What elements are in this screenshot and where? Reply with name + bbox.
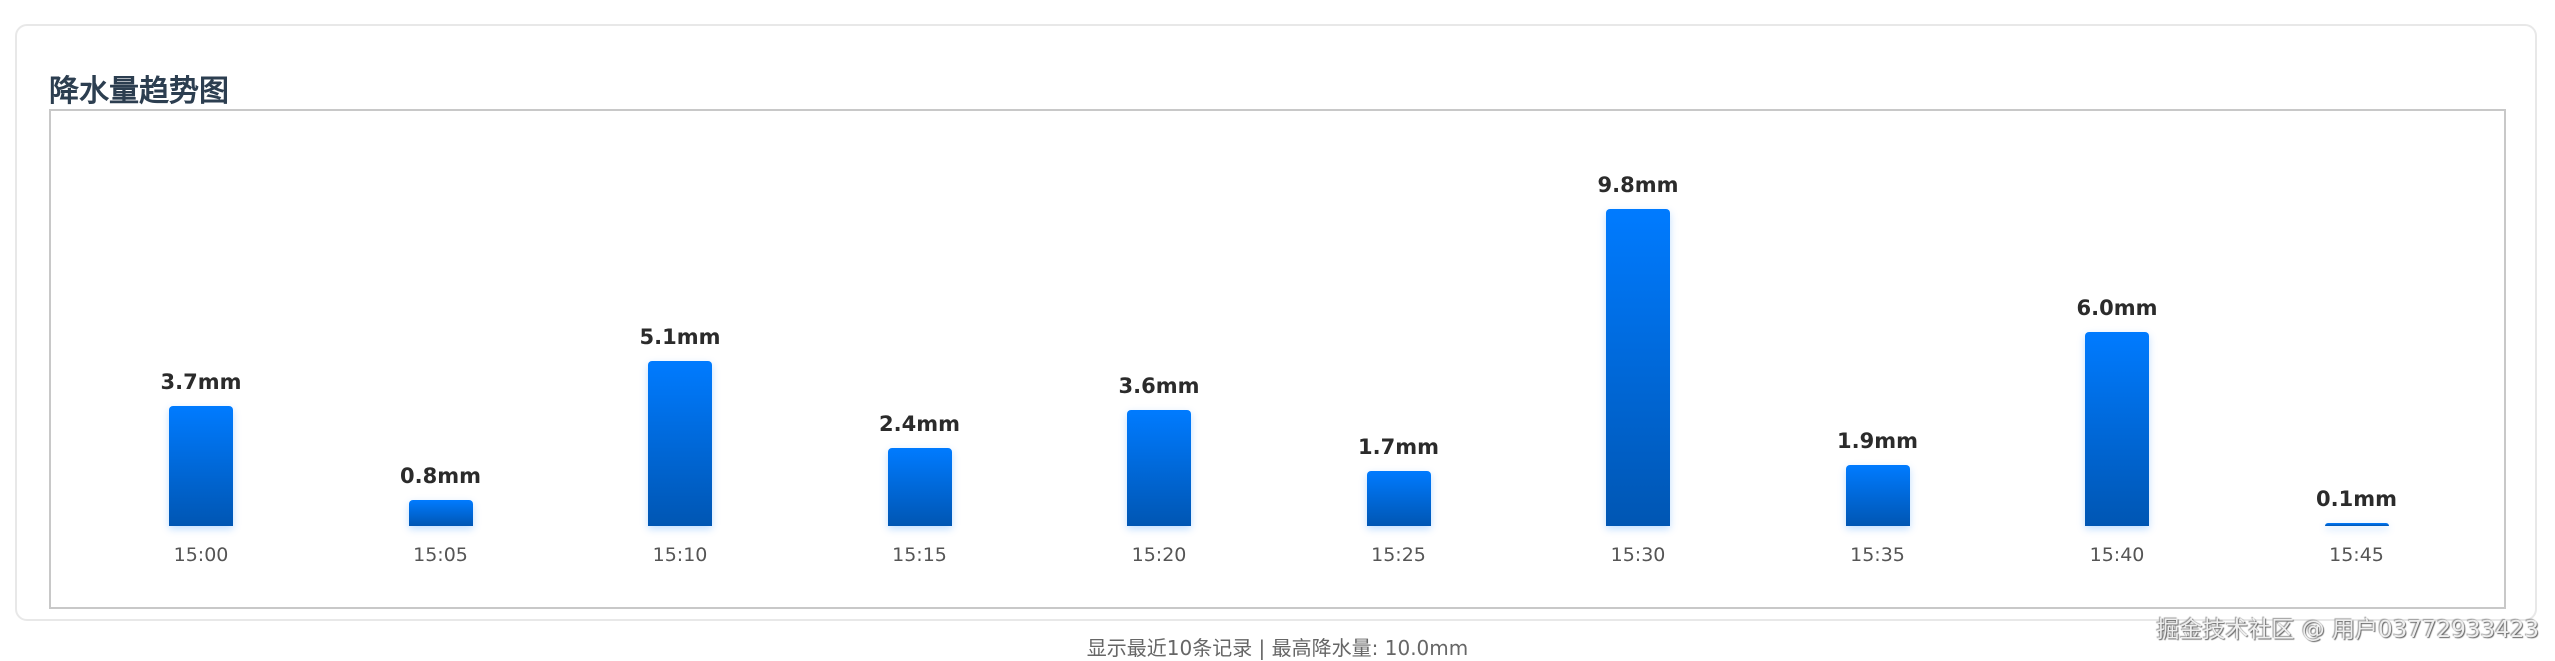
watermark: 掘金技术社区 @ 用户03772933423 (2156, 617, 2539, 643)
bar-value-label: 0.8mm (400, 464, 481, 489)
bar (408, 500, 473, 526)
bar-value-label: 2.4mm (879, 412, 960, 437)
bar (2085, 332, 2149, 526)
bar-value-label: 3.6mm (1118, 373, 1200, 398)
bar-value-label: 6.0mm (2076, 296, 2158, 321)
chart-title: 降水量趋势图 (49, 74, 229, 109)
x-tick-label: 15:20 (1131, 544, 1187, 566)
bar (2324, 522, 2389, 526)
x-tick-label: 15:35 (1850, 544, 1905, 566)
x-tick-label: 15:00 (173, 544, 229, 566)
x-tick-label: 15:15 (892, 544, 947, 566)
bar-value-label: 5.1mm (639, 325, 721, 350)
bar (648, 361, 712, 526)
bar (1606, 209, 1670, 526)
bar-value-label: 3.7mm (160, 370, 242, 395)
bar-value-label: 9.8mm (1597, 173, 1679, 198)
x-tick-label: 15:05 (413, 544, 468, 566)
bar (887, 448, 952, 526)
bar-value-label: 0.1mm (2316, 486, 2397, 511)
bar-value-label: 1.7mm (1358, 435, 1439, 460)
x-tick-label: 15:30 (1610, 544, 1666, 566)
x-tick-label: 15:25 (1371, 544, 1426, 566)
bar (1366, 471, 1431, 526)
x-tick-label: 15:40 (2089, 544, 2145, 566)
x-tick-label: 15:45 (2329, 544, 2384, 566)
bar (1845, 464, 1910, 526)
bar (169, 406, 233, 526)
bar (1127, 409, 1191, 526)
chart-area: 3.7mm 15:00 0.8mm 15:05 5.1mm 15:10 2.4mm 15:15… (49, 109, 2506, 609)
x-tick-label: 15:10 (652, 544, 708, 566)
bar-value-label: 1.9mm (1837, 428, 1918, 453)
chart-footer: 显示最近10条记录 | 最高降水量: 10.0mm (1086, 636, 1469, 660)
